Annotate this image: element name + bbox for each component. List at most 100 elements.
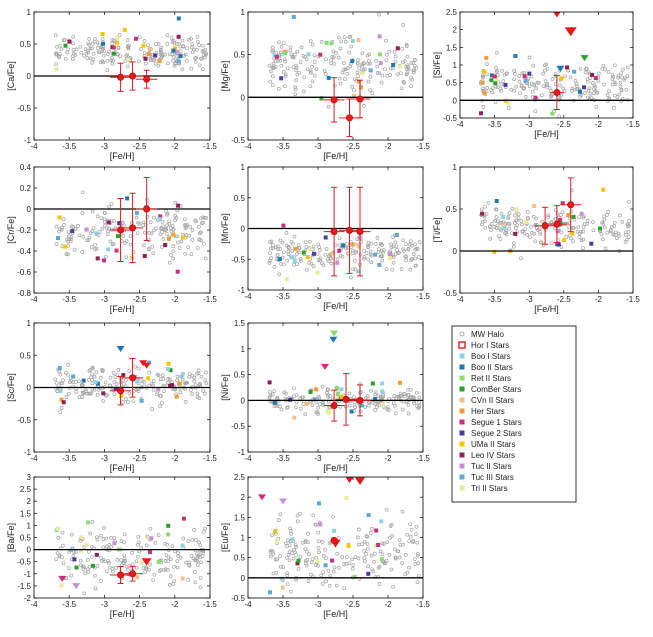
halo-point <box>531 215 536 219</box>
halo-point <box>142 39 147 43</box>
data-layer <box>54 516 207 596</box>
dwarf-star-point <box>579 211 584 216</box>
halo-point <box>187 233 191 238</box>
y-tick-label: 1.5 <box>234 319 246 328</box>
halo-point <box>178 390 183 395</box>
dwarf-star-point <box>570 231 575 236</box>
dwarf-star-point <box>492 74 497 79</box>
halo-point <box>197 396 202 400</box>
dwarf-star-point <box>359 85 364 90</box>
data-layer <box>53 16 209 73</box>
x-tick-label: -4 <box>244 292 252 301</box>
halo-point <box>347 561 352 566</box>
halo-point <box>416 553 420 558</box>
halo-point <box>513 72 517 76</box>
halo-point <box>367 400 372 405</box>
halo-point <box>310 42 315 47</box>
halo-point <box>402 249 406 253</box>
halo-point <box>312 60 317 64</box>
halo-point <box>305 549 309 554</box>
hor-star-point <box>143 205 151 213</box>
dwarf-star-point <box>79 535 84 540</box>
halo-point <box>182 54 187 58</box>
halo-point <box>360 51 365 56</box>
dwarf-star-point <box>366 571 371 576</box>
halo-point <box>368 531 373 535</box>
halo-point <box>85 391 89 396</box>
halo-point <box>136 540 141 545</box>
dwarf-star-point <box>156 387 161 392</box>
halo-point <box>483 219 487 224</box>
halo-point <box>148 56 153 61</box>
halo-point <box>349 275 353 280</box>
halo-point <box>164 553 169 558</box>
halo-point <box>270 243 275 247</box>
halo-point <box>125 38 130 42</box>
dwarf-star-point <box>317 501 321 506</box>
halo-point <box>100 46 105 51</box>
halo-point <box>79 563 83 568</box>
halo-point <box>124 397 128 401</box>
halo-point <box>579 238 584 243</box>
halo-point <box>345 71 350 76</box>
halo-point <box>184 560 189 565</box>
halo-point <box>573 79 578 83</box>
halo-point <box>70 532 74 537</box>
halo-point <box>482 214 487 219</box>
halo-point <box>274 245 278 250</box>
halo-point <box>338 253 343 258</box>
halo-point <box>324 579 328 584</box>
halo-point <box>107 561 111 565</box>
halo-point <box>527 55 532 60</box>
halo-point <box>287 543 292 548</box>
halo-point <box>90 46 94 51</box>
halo-point <box>127 391 132 396</box>
halo-point <box>413 562 418 566</box>
y-tick-label: 2.5 <box>20 485 32 494</box>
halo-point <box>77 233 82 238</box>
halo-point <box>159 45 164 50</box>
halo-point <box>355 70 360 75</box>
halo-point <box>153 61 158 66</box>
halo-point <box>348 64 353 69</box>
x-axis-label: [Fe/H] <box>110 463 135 473</box>
halo-point <box>275 557 279 562</box>
halo-point <box>391 244 396 249</box>
halo-point <box>555 211 560 216</box>
upper-limit-marker <box>321 364 329 371</box>
halo-point <box>324 247 329 251</box>
halo-point <box>68 239 73 244</box>
halo-point <box>169 253 173 257</box>
halo-point <box>53 33 58 38</box>
dwarf-star-point <box>139 560 144 565</box>
halo-point <box>316 258 321 262</box>
halo-point <box>310 79 315 84</box>
x-tick-label: -2 <box>171 142 179 151</box>
halo-point <box>393 54 398 59</box>
x-tick-label: -2.5 <box>346 142 360 151</box>
halo-point <box>54 381 59 385</box>
halo-point <box>201 43 205 48</box>
halo-point <box>533 239 538 244</box>
halo-point <box>338 46 343 51</box>
halo-point <box>286 252 291 256</box>
halo-point <box>126 400 130 405</box>
halo-point <box>103 380 108 385</box>
halo-point <box>549 241 554 246</box>
dwarf-star-point <box>156 560 161 564</box>
halo-point <box>162 389 166 394</box>
dwarf-star-point <box>326 75 331 80</box>
halo-point <box>624 87 629 92</box>
dwarf-star-point <box>379 519 384 524</box>
y-tick-label: 0 <box>27 384 32 393</box>
halo-point <box>267 63 272 68</box>
halo-point <box>87 377 91 382</box>
halo-point <box>104 254 108 259</box>
halo-point <box>293 87 298 92</box>
halo-point <box>404 42 409 47</box>
halo-point <box>301 395 305 400</box>
halo-point <box>116 52 120 57</box>
halo-point <box>198 575 203 580</box>
halo-point <box>170 380 174 384</box>
halo-point <box>285 66 290 71</box>
